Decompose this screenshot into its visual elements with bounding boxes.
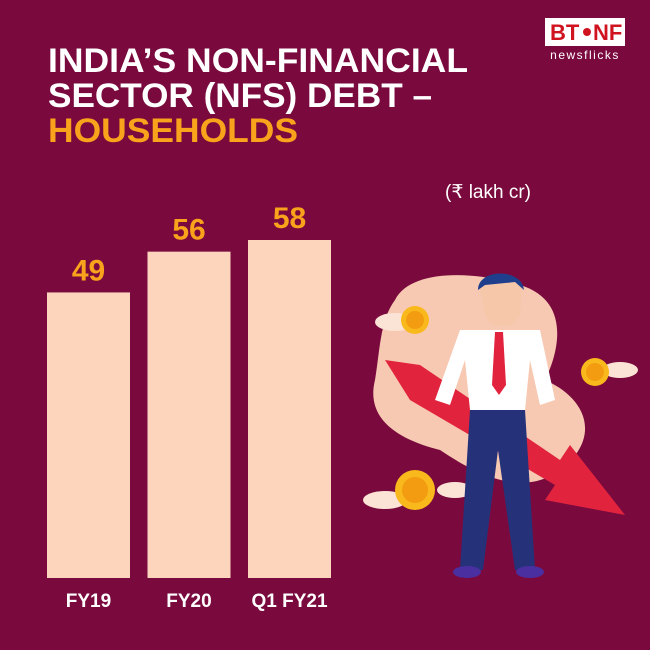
bar xyxy=(47,292,130,578)
illustration xyxy=(363,273,638,578)
chart-title: SECTOR (NFS) DEBT – xyxy=(48,77,432,115)
logo-brand-left: BT xyxy=(550,20,580,45)
logo-dot xyxy=(583,28,591,36)
chart-title: INDIA’S NON-FINANCIAL xyxy=(48,42,468,80)
man xyxy=(435,273,555,578)
coin xyxy=(363,306,638,510)
x-tick-label: FY19 xyxy=(66,591,111,612)
x-tick-label: FY20 xyxy=(166,591,211,612)
x-tick-label: Q1 FY21 xyxy=(251,591,327,612)
logo-brand-right: NF xyxy=(593,20,622,45)
logo: BT NF newsflicks xyxy=(545,18,625,62)
value-label: 56 xyxy=(172,214,205,247)
value-label: 58 xyxy=(273,202,306,235)
chart-title: HOUSEHOLDS xyxy=(48,112,298,150)
logo-tagline: newsflicks xyxy=(550,48,620,62)
bar xyxy=(248,240,331,578)
value-label: 49 xyxy=(72,254,105,287)
unit-label: (₹ lakh cr) xyxy=(445,182,531,203)
bar xyxy=(147,251,231,579)
